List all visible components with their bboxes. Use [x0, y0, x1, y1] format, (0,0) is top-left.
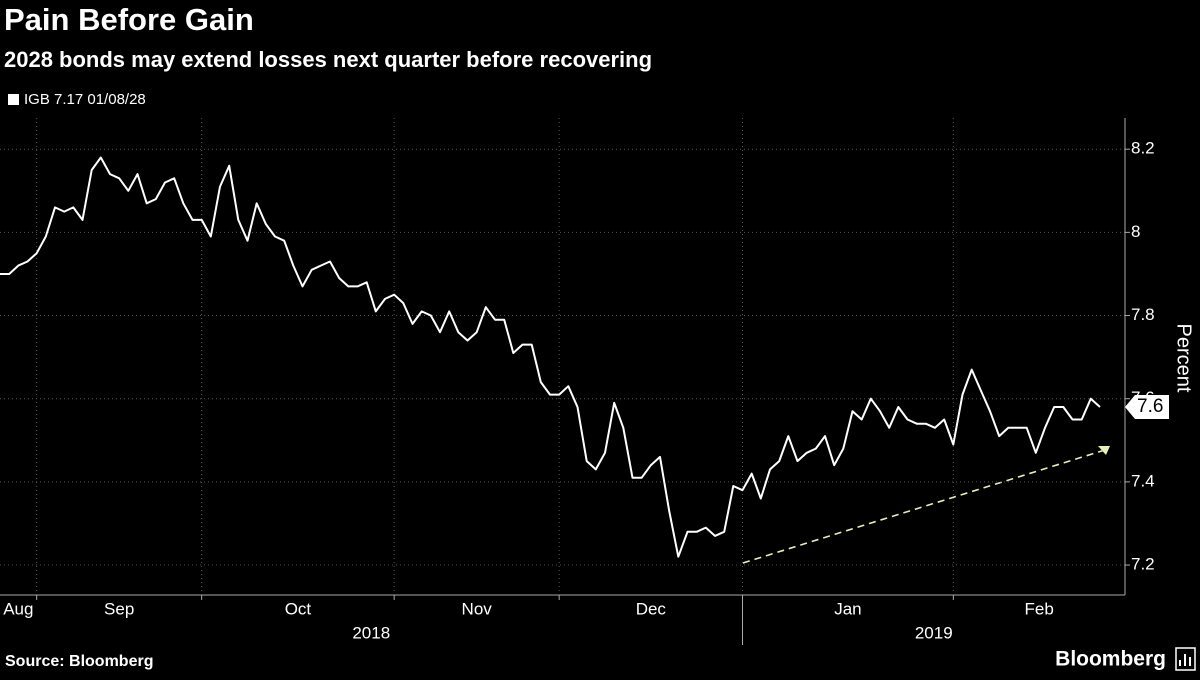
chart-subtitle: 2028 bonds may extend losses next quarte… [4, 47, 652, 72]
x-tick-label: Dec [636, 599, 667, 618]
x-tick-label: Oct [285, 599, 312, 618]
x-tick-label: Aug [3, 599, 33, 618]
y-tick-label: 7.2 [1131, 555, 1155, 574]
y-tick-label: 7.8 [1131, 305, 1155, 324]
x-tick-label: Sep [104, 599, 134, 618]
year-label: 2019 [915, 623, 953, 642]
line [0, 156, 1101, 558]
brand-icon [1175, 647, 1196, 671]
trend-arrow [742, 448, 1109, 564]
trend-arrow-head [1098, 446, 1110, 455]
x-tick-label: Nov [462, 599, 493, 618]
source: Source: Bloomberg [5, 653, 153, 670]
y-tick-label: 8 [1131, 222, 1140, 241]
last-value-label: 7.6 [1137, 396, 1163, 417]
y-tick-label: 8.2 [1131, 139, 1155, 158]
y-tick-label: 7.4 [1131, 471, 1155, 490]
brand: Bloomberg [1055, 648, 1166, 671]
x-tick-label: Jan [834, 599, 861, 618]
last-value-tag [1125, 395, 1169, 420]
chart-title: Pain Before Gain [4, 2, 254, 37]
legend-label: IGB 7.17 01/08/28 [24, 91, 146, 108]
y-axis-label: Percent [1173, 324, 1195, 393]
x-tick-label: Feb [1025, 599, 1054, 618]
year-label: 2018 [352, 623, 390, 642]
legend-swatch [8, 94, 19, 105]
